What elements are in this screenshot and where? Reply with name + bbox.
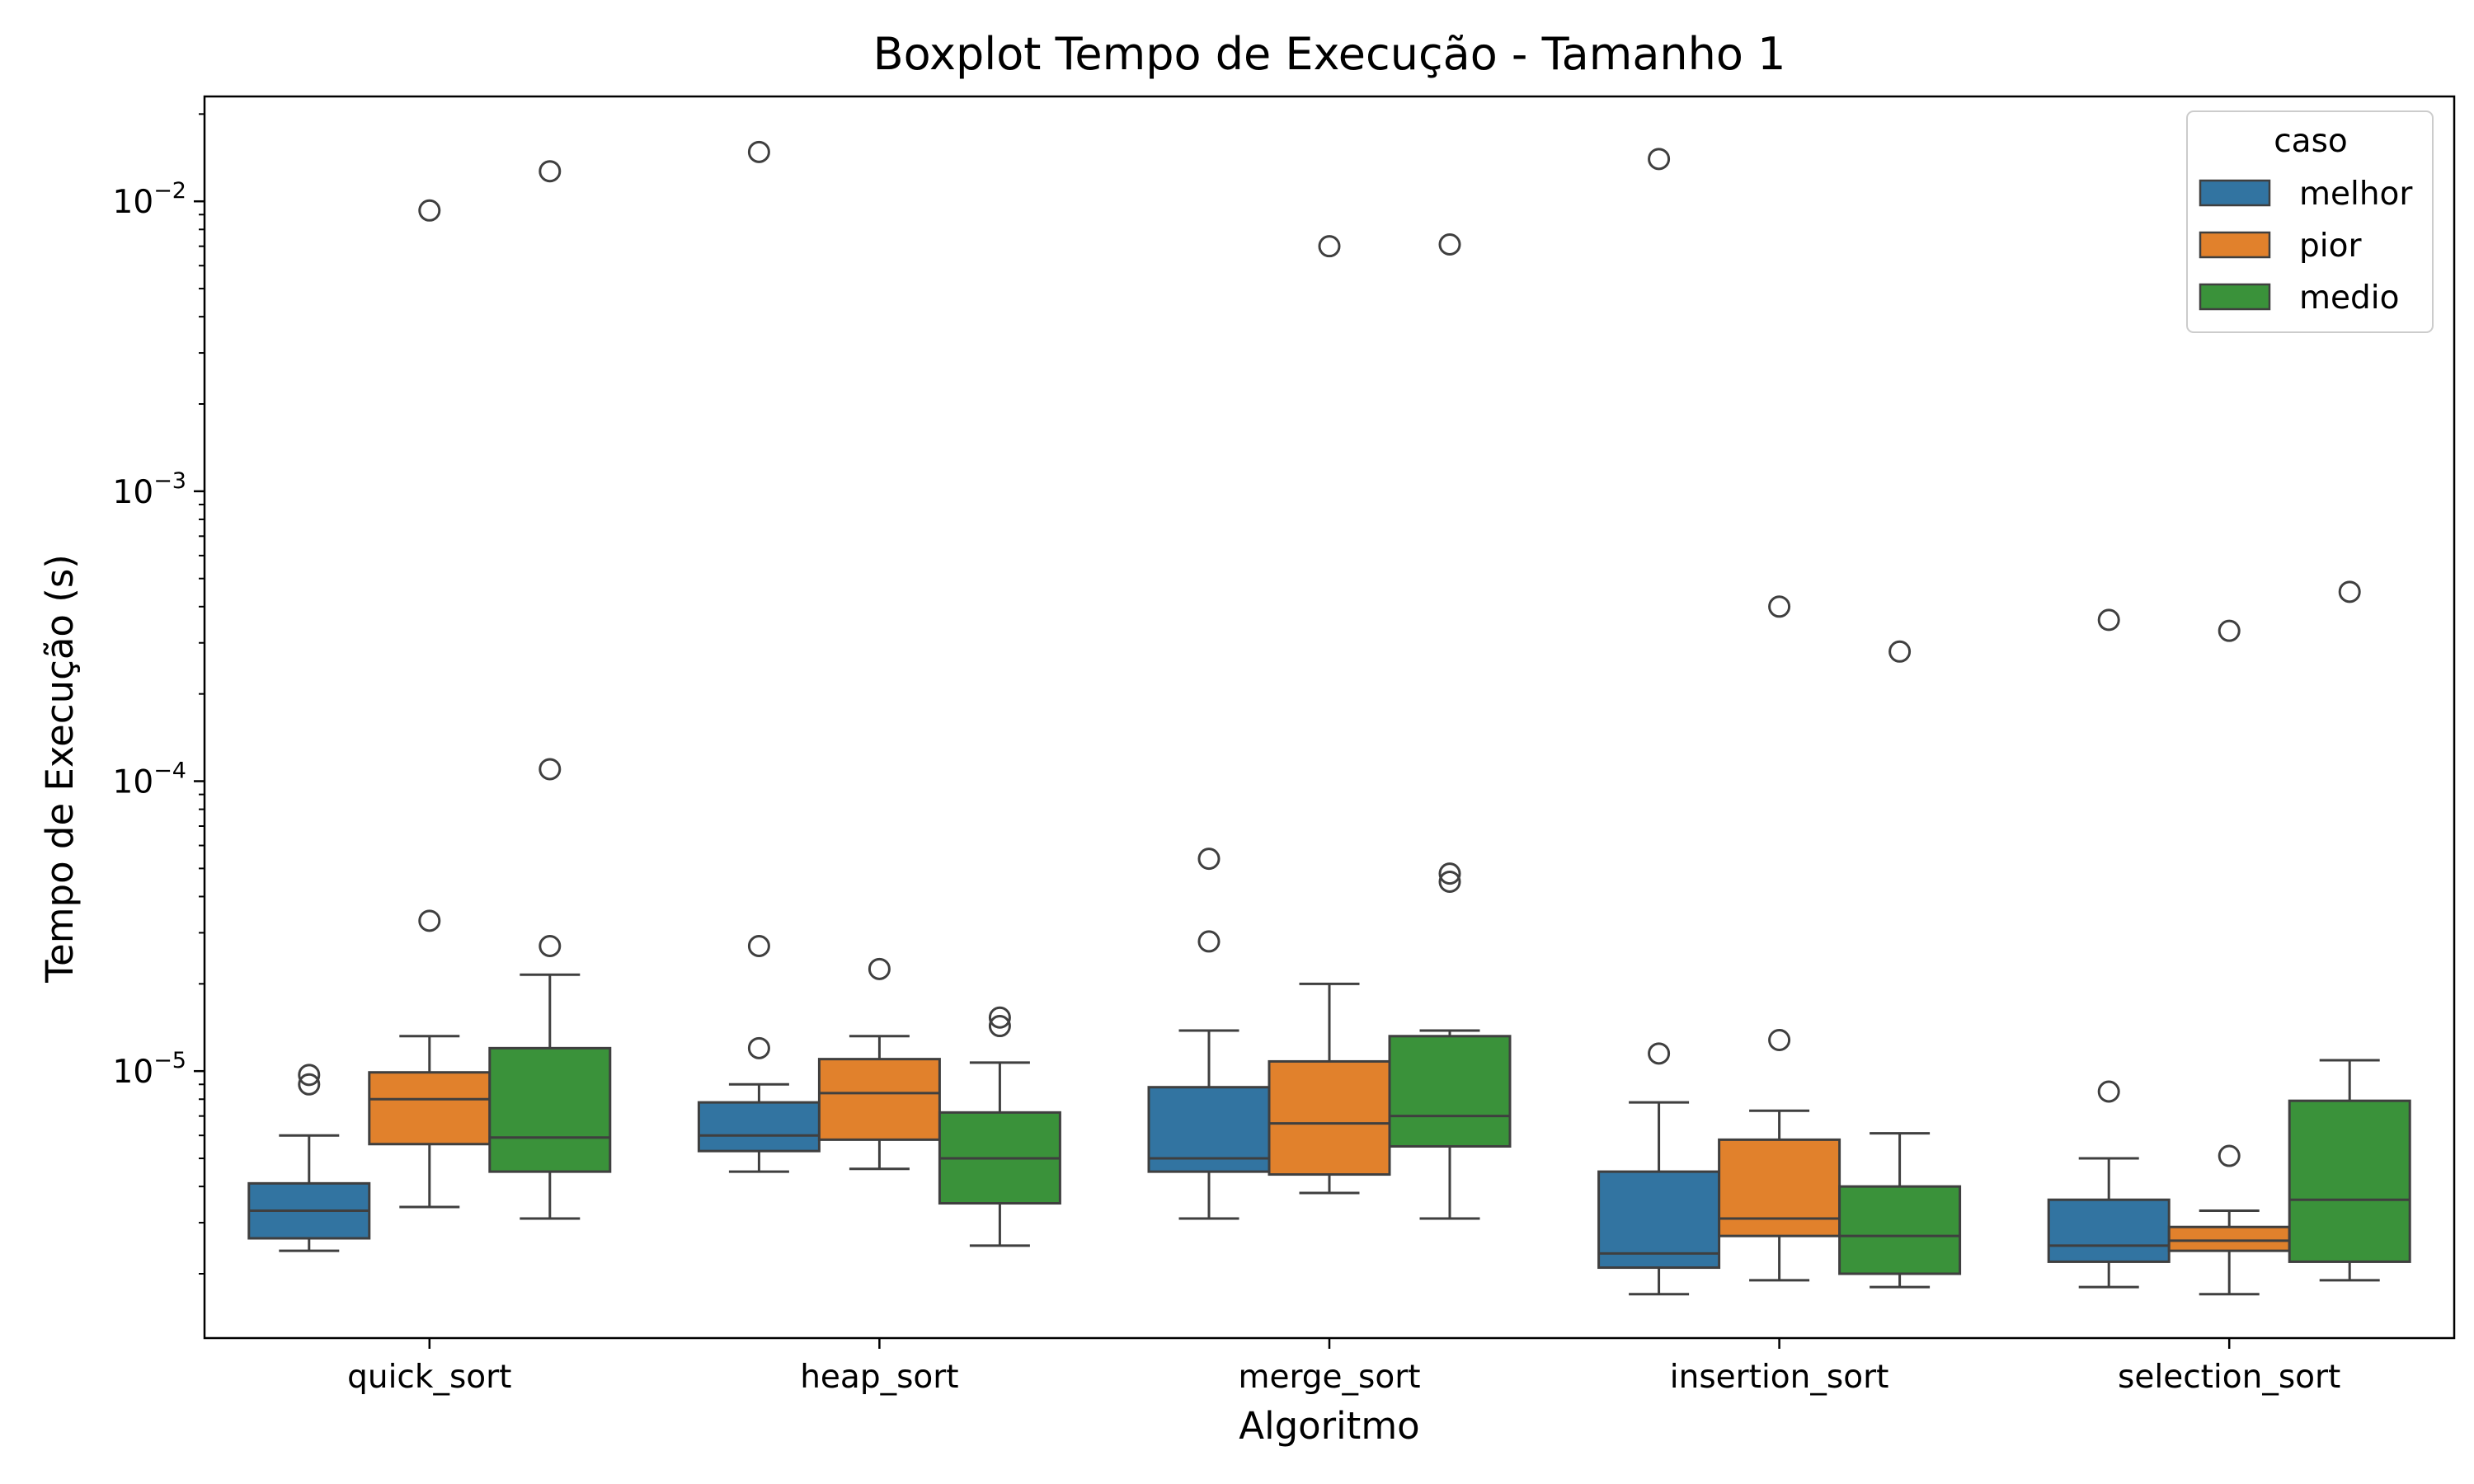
outlier-point [747, 1036, 770, 1059]
outlier-point [2097, 608, 2120, 632]
outlier-point [1438, 870, 1461, 893]
x-axis: quick_sort heap_sort merge_sort insertion_s… [347, 1338, 2340, 1396]
outlier-point [2218, 619, 2241, 642]
outlier-point [1648, 1042, 1671, 1065]
y-tick-label: 10−5 [113, 1048, 186, 1091]
outlier-point [2338, 580, 2361, 603]
box-iqr [368, 1071, 492, 1146]
legend-swatch-pior [2199, 231, 2271, 259]
box-pior-selection_sort [2167, 619, 2291, 1296]
box-melhor-quick_sort [247, 1064, 371, 1252]
outlier-point [747, 140, 770, 163]
outlier-point [2218, 1144, 2241, 1167]
box-pior-merge_sort [1268, 235, 1391, 1195]
legend-entry-pior: pior [2199, 228, 2362, 265]
box-iqr [2047, 1198, 2171, 1263]
chart-title: Boxplot Tempo de Execução - Tamanho 1 [873, 28, 1786, 80]
box-iqr [1838, 1185, 1962, 1275]
box-pior-heap_sort [817, 957, 941, 1171]
x-tick-label: insertion_sort [1670, 1359, 1889, 1396]
outlier-point [539, 160, 562, 183]
outlier-point [539, 758, 562, 781]
legend-box [2186, 110, 2434, 333]
legend-label-pior: pior [2299, 228, 2362, 265]
outlier-point [747, 934, 770, 957]
box-iqr [1268, 1059, 1391, 1176]
box-melhor-insertion_sort [1597, 148, 1721, 1296]
outlier-point [539, 934, 562, 957]
legend-swatch-melhor [2199, 179, 2271, 207]
legend-swatch-medio [2199, 283, 2271, 311]
outlier-point [1438, 233, 1461, 256]
outlier-point [1648, 148, 1671, 171]
box-melhor-merge_sort [1147, 848, 1271, 1220]
legend-label-medio: medio [2299, 279, 2399, 317]
box-iqr [817, 1058, 941, 1141]
legend-title: caso [2274, 123, 2348, 160]
y-tick-label: 10−3 [113, 468, 186, 511]
x-tick-label: quick_sort [347, 1359, 511, 1396]
y-tick-label: 10−4 [113, 758, 186, 801]
box-iqr [1597, 1170, 1721, 1270]
outlier-point [298, 1073, 321, 1096]
outlier-point [1197, 848, 1221, 871]
outlier-point [1438, 862, 1461, 885]
outlier-point [2097, 1080, 2120, 1103]
box-medio-merge_sort [1388, 233, 1512, 1220]
outlier-point [1197, 930, 1221, 953]
outlier-point [1318, 235, 1341, 258]
box-medio-quick_sort [488, 160, 612, 1220]
x-tick-label: merge_sort [1238, 1359, 1420, 1396]
box-iqr [1718, 1138, 1841, 1237]
x-tick-label: heap_sort [800, 1359, 958, 1396]
y-tick-label: 10−2 [113, 178, 186, 221]
outlier-point [988, 1015, 1011, 1038]
outlier-point [988, 1006, 1011, 1029]
box-iqr [488, 1046, 612, 1173]
legend: caso melhor pior medio [2186, 110, 2434, 333]
box-iqr [2167, 1225, 2291, 1252]
box-iqr [2288, 1099, 2411, 1263]
outlier-point [1768, 595, 1791, 618]
x-tick-label: selection_sort [2118, 1359, 2340, 1396]
outlier-point [1888, 640, 1912, 663]
box-medio-insertion_sort [1838, 640, 1962, 1289]
outlier-point [298, 1064, 321, 1087]
box-pior-quick_sort [368, 199, 492, 1209]
plot-area [247, 140, 2411, 1296]
box-melhor-selection_sort [2047, 608, 2171, 1289]
y-axis-label: Tempo de Execução (s) [38, 554, 82, 984]
legend-label-melhor: melhor [2299, 176, 2413, 213]
outlier-point [868, 957, 891, 980]
outlier-point [1768, 1028, 1791, 1051]
x-axis-label: Algoritmo [1239, 1404, 1419, 1448]
outlier-point [418, 199, 441, 222]
box-medio-heap_sort [938, 1006, 1061, 1247]
box-medio-selection_sort [2288, 580, 2411, 1282]
legend-entry-melhor: melhor [2199, 176, 2413, 213]
box-iqr [1388, 1035, 1512, 1148]
box-pior-insertion_sort [1718, 595, 1841, 1282]
legend-entry-medio: medio [2199, 279, 2399, 317]
box-iqr [697, 1101, 821, 1153]
box-melhor-heap_sort [697, 140, 821, 1173]
outlier-point [418, 909, 441, 932]
plot-frame [203, 95, 2456, 1340]
